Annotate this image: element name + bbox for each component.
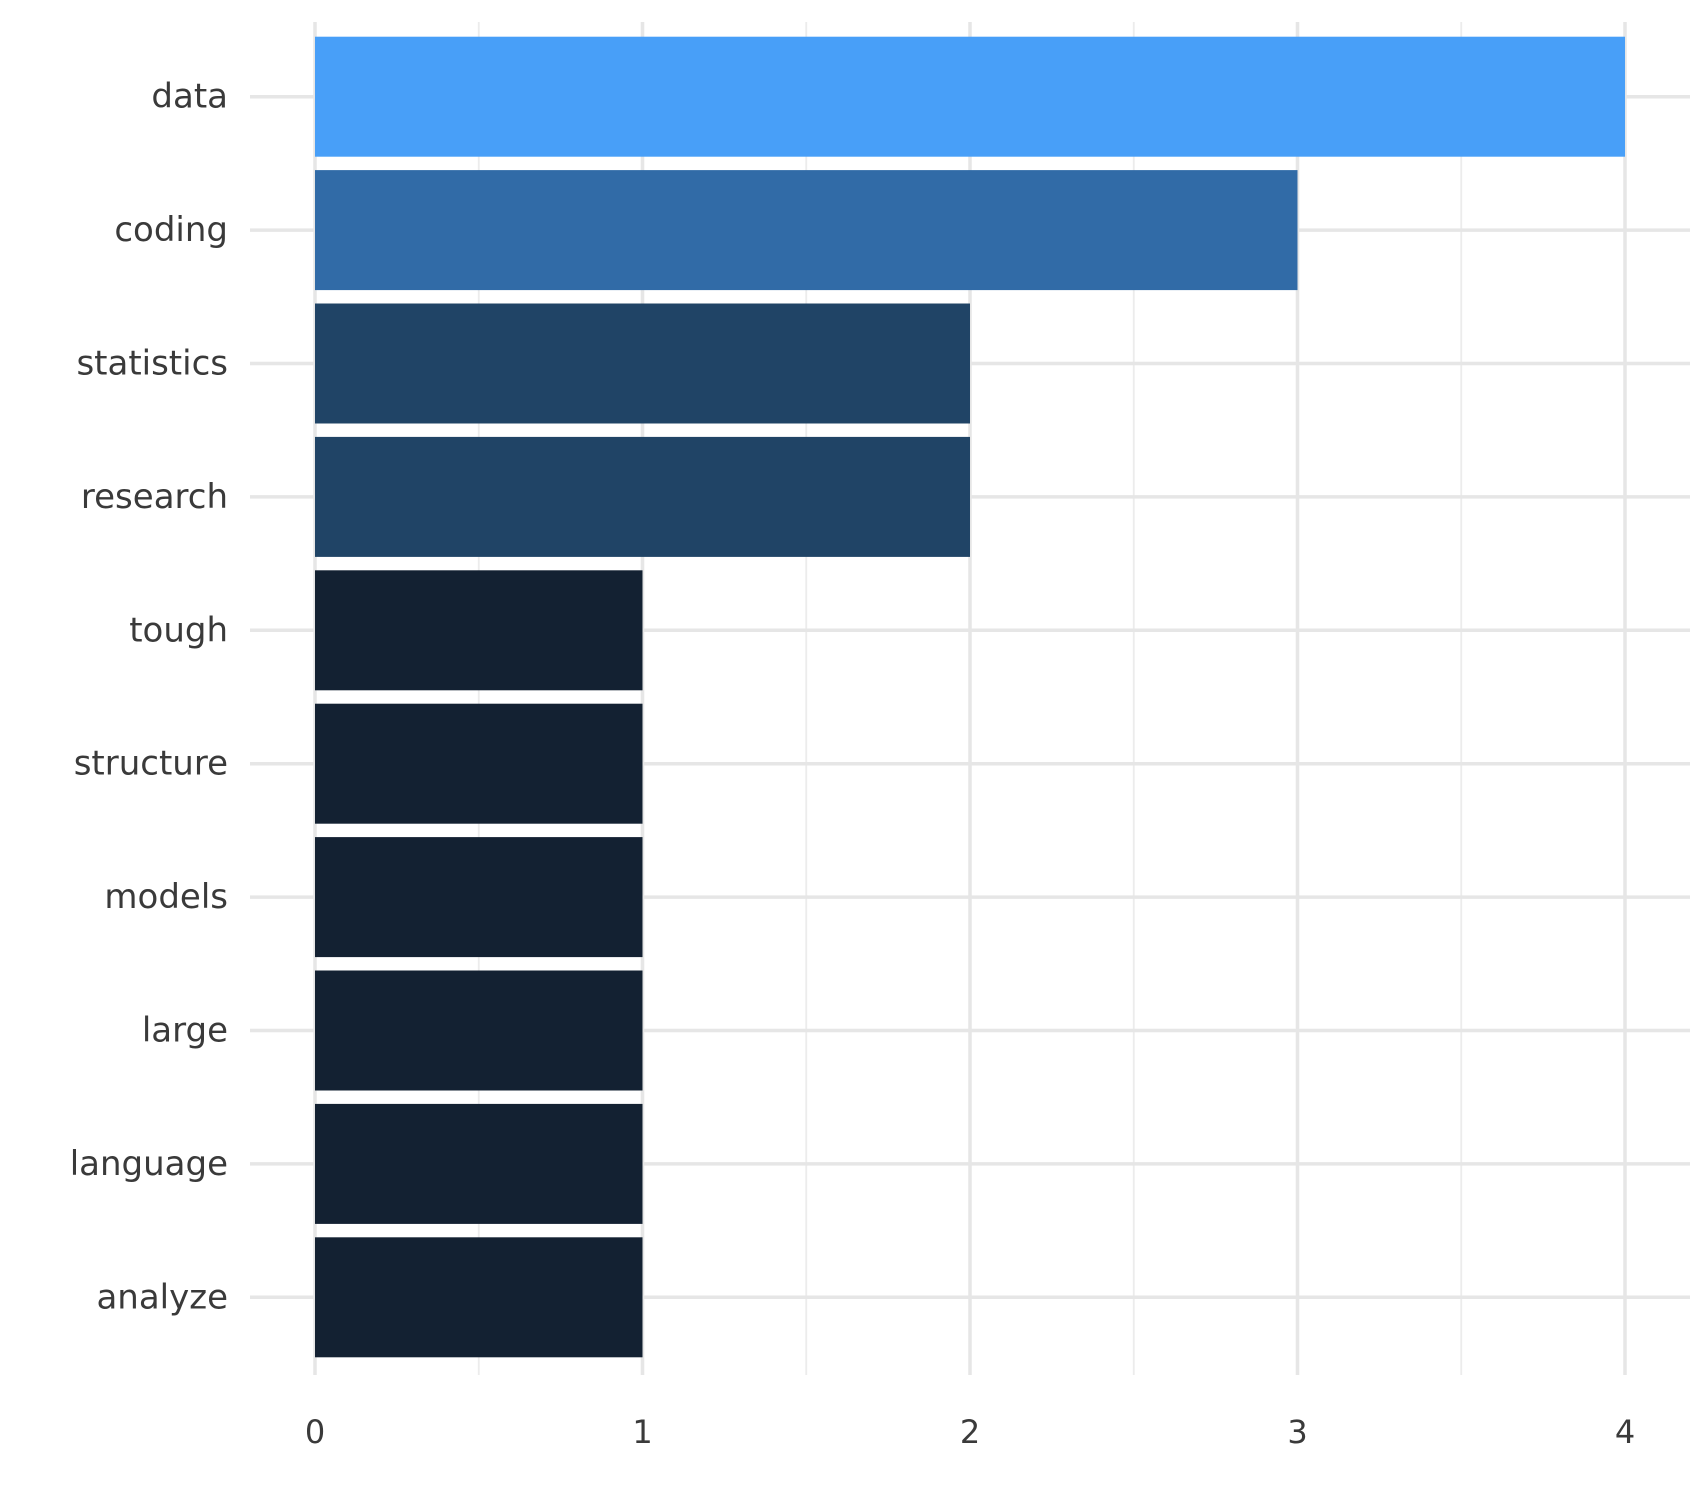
bar-large: [315, 970, 643, 1091]
bar-data: [315, 36, 1625, 157]
y-tick-label: research: [81, 477, 228, 517]
y-tick-label: models: [104, 877, 228, 917]
y-tick-label: statistics: [76, 344, 228, 384]
y-tick-label: analyze: [96, 1277, 228, 1317]
y-tick-label: coding: [114, 210, 228, 250]
x-tick-label: 3: [1287, 1413, 1307, 1451]
x-axis-tick-labels: 0 1 2 3 4: [305, 1413, 1635, 1451]
y-tick-label: structure: [74, 744, 228, 784]
bar-research: [315, 436, 970, 557]
y-tick-label: data: [151, 77, 228, 117]
bar-structure: [315, 703, 643, 824]
y-tick-label: tough: [129, 610, 228, 650]
bar-models: [315, 837, 643, 958]
x-tick-label: 2: [960, 1413, 980, 1451]
y-tick-label: language: [70, 1144, 228, 1184]
bar-coding: [315, 170, 1298, 291]
bar-tough: [315, 570, 643, 691]
bar-language: [315, 1103, 643, 1224]
x-tick-label: 1: [632, 1413, 652, 1451]
bar-analyze: [315, 1237, 643, 1358]
y-tick-label: large: [142, 1011, 228, 1051]
x-tick-label: 4: [1615, 1413, 1635, 1451]
y-axis-tick-labels: data coding statistics research tough structu…: [70, 77, 228, 1318]
bars: [315, 36, 1625, 1358]
x-tick-label: 0: [305, 1413, 325, 1451]
bar-statistics: [315, 303, 970, 424]
